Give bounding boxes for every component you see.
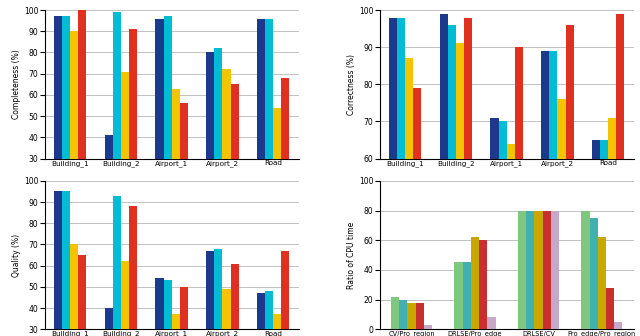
Bar — [440, 14, 448, 336]
Bar — [448, 25, 456, 336]
Text: (a): (a) — [165, 203, 179, 213]
Bar — [551, 211, 559, 329]
Bar — [121, 261, 129, 336]
Bar — [78, 10, 86, 222]
Bar — [156, 279, 164, 336]
Bar — [479, 240, 487, 329]
Bar — [518, 211, 526, 329]
Bar — [78, 255, 86, 336]
Bar — [54, 192, 62, 336]
Bar — [589, 218, 598, 329]
Bar — [464, 17, 472, 336]
Bar — [265, 18, 273, 222]
Bar — [614, 322, 623, 329]
Bar — [616, 14, 625, 336]
Y-axis label: Ratio of CPU time: Ratio of CPU time — [348, 221, 356, 289]
Bar — [206, 251, 214, 336]
Bar — [121, 72, 129, 222]
Bar — [206, 52, 214, 222]
Bar — [487, 318, 495, 329]
Bar — [566, 25, 573, 336]
Bar — [62, 16, 70, 222]
Bar — [70, 31, 78, 222]
Bar — [129, 206, 137, 336]
Bar — [463, 262, 471, 329]
Bar — [515, 47, 523, 336]
Bar — [257, 18, 265, 222]
Bar — [172, 314, 180, 336]
Bar — [214, 48, 223, 222]
Y-axis label: Completeness (%): Completeness (%) — [12, 49, 21, 119]
Bar — [507, 144, 515, 336]
Bar — [424, 325, 432, 329]
Bar — [592, 140, 600, 336]
Bar — [499, 121, 507, 336]
Bar — [534, 211, 543, 329]
Bar — [62, 192, 70, 336]
Bar — [164, 281, 172, 336]
Bar — [273, 314, 282, 336]
Bar — [273, 108, 282, 222]
Bar — [581, 211, 589, 329]
Bar — [391, 297, 399, 329]
Bar — [282, 251, 289, 336]
Bar — [230, 263, 239, 336]
Bar — [172, 89, 180, 222]
Bar — [180, 103, 188, 222]
Bar — [456, 43, 464, 336]
Bar — [230, 84, 239, 222]
Bar — [223, 70, 230, 222]
Bar — [129, 29, 137, 222]
Bar — [526, 211, 534, 329]
Bar — [70, 245, 78, 336]
Bar — [282, 78, 289, 222]
Bar — [543, 211, 551, 329]
Bar — [265, 291, 273, 336]
Bar — [397, 17, 405, 336]
Bar — [557, 99, 566, 336]
Bar — [608, 118, 616, 336]
Bar — [105, 135, 113, 222]
Bar — [606, 288, 614, 329]
Bar — [471, 237, 479, 329]
Bar — [541, 51, 549, 336]
Bar — [399, 300, 408, 329]
Text: (b): (b) — [500, 203, 513, 213]
Bar — [180, 287, 188, 336]
Bar — [405, 58, 413, 336]
Y-axis label: Quality (%): Quality (%) — [12, 234, 21, 277]
Bar — [156, 18, 164, 222]
Y-axis label: Correctness (%): Correctness (%) — [348, 54, 356, 115]
Legend: CV, Proposed region, DRLSE, Proposed edge: CV, Proposed region, DRLSE, Proposed edg… — [80, 211, 263, 220]
Bar — [105, 308, 113, 336]
Bar — [113, 196, 121, 336]
Bar — [257, 293, 265, 336]
Legend: CV, Proposed region, DRLSE, Proposed edge: CV, Proposed region, DRLSE, Proposed edg… — [415, 211, 598, 220]
Bar — [389, 17, 397, 336]
Bar — [54, 16, 62, 222]
Bar — [223, 289, 230, 336]
Bar — [413, 88, 421, 336]
Bar — [549, 51, 557, 336]
Bar — [490, 118, 499, 336]
Bar — [600, 140, 608, 336]
Bar — [113, 12, 121, 222]
Bar — [598, 237, 606, 329]
Bar — [214, 249, 223, 336]
Bar — [408, 302, 415, 329]
Bar — [164, 16, 172, 222]
Bar — [415, 302, 424, 329]
Bar — [454, 262, 463, 329]
